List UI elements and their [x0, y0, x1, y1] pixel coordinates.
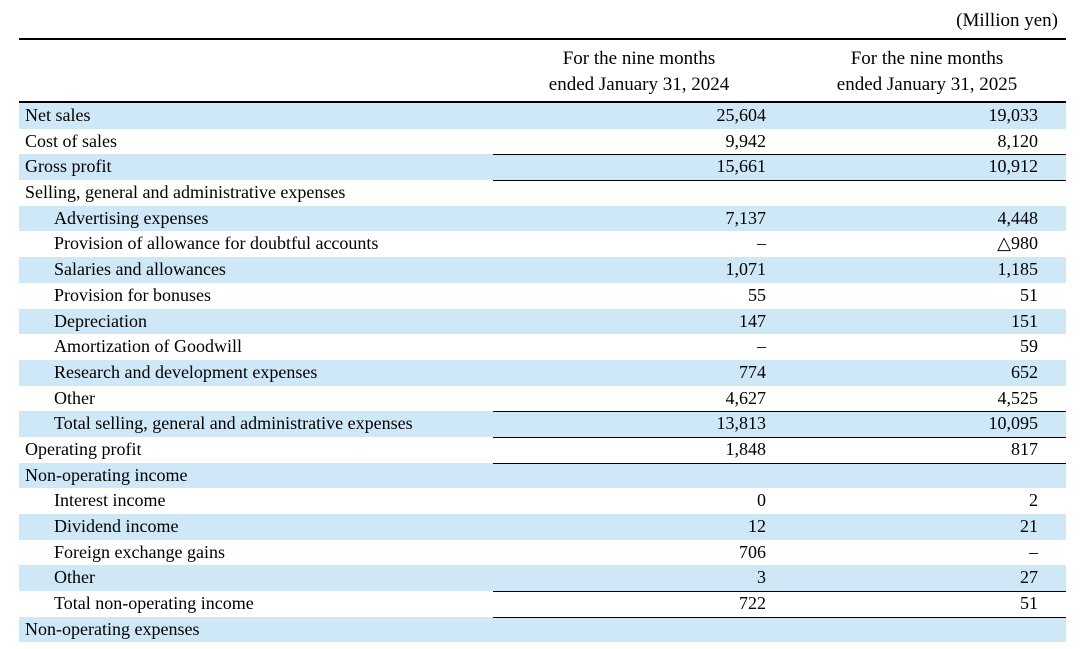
row-label: Research and development expenses: [54, 361, 318, 382]
table-row: Selling, general and administrative expe…: [19, 180, 1066, 206]
table-row: Interest income 0 2: [19, 488, 1066, 514]
value-2025: –: [1029, 541, 1038, 562]
row-label: Amortization of Goodwill: [54, 336, 242, 357]
table-row: Amortization of Goodwill – 59: [19, 334, 1066, 360]
value-2024: 0: [757, 490, 766, 511]
row-label: Other: [54, 567, 95, 588]
row-label: Foreign exchange gains: [54, 541, 225, 562]
value-2024: 1,071: [725, 259, 767, 280]
value-2025: △980: [997, 233, 1038, 254]
row-label: Dividend income: [54, 516, 179, 536]
column-header-2025: For the nine months ended January 31, 20…: [797, 46, 1057, 98]
table-row: Operating profit 1,848 817: [19, 436, 1066, 463]
value-2024: 55: [748, 284, 766, 305]
income-statement-table: Net sales 25,604 19,033 Cost of sales 9,942 8…: [19, 103, 1066, 643]
column-header-line2: ended January 31, 2025: [836, 74, 1018, 95]
value-2025: 51: [1020, 284, 1038, 305]
value-2025: 10,912: [988, 156, 1039, 177]
value-2024: 706: [739, 541, 766, 562]
value-2024: 12: [748, 516, 766, 536]
value-2025: 59: [1020, 336, 1038, 357]
table-row: Provision of allowance for doubtful acco…: [19, 231, 1066, 257]
value-2024: 7,137: [725, 207, 767, 228]
value-2024: 1,848: [725, 438, 767, 459]
table-row: Non-operating income: [19, 462, 1066, 489]
row-label: Net sales: [25, 105, 91, 125]
value-2025: 21: [1020, 516, 1038, 536]
table-row: Net sales 25,604 19,033: [19, 103, 1066, 129]
table-row: Total selling, general and administrativ…: [19, 411, 1066, 437]
value-2024: 15,661: [716, 156, 767, 177]
row-label: Other: [54, 387, 95, 408]
value-2025: 51: [1020, 593, 1038, 614]
value-2025: 4,448: [997, 207, 1039, 228]
table-row: Foreign exchange gains 706 –: [19, 540, 1066, 566]
table-row: Dividend income 12 21: [19, 514, 1066, 540]
value-2025: 8,120: [997, 130, 1039, 151]
value-2025: 19,033: [988, 105, 1039, 125]
row-label: Total non-operating income: [54, 593, 254, 614]
unit-label: (Million yen): [956, 10, 1058, 31]
table-row: Other 3 27: [19, 565, 1066, 592]
value-2024: –: [757, 336, 766, 357]
table-row: Other 4,627 4,525: [19, 386, 1066, 412]
row-label: Non-operating expenses: [25, 618, 200, 639]
row-label: Advertising expenses: [54, 207, 209, 228]
value-2025: 652: [1011, 361, 1038, 382]
value-2025: 1,185: [997, 259, 1039, 280]
table-row: Cost of sales 9,942 8,120: [19, 129, 1066, 155]
row-label: Operating profit: [25, 438, 142, 459]
row-label: Provision of allowance for doubtful acco…: [54, 233, 379, 254]
row-label: Interest income: [54, 490, 166, 511]
header-rule: [19, 101, 1066, 103]
value-2025: 817: [1011, 438, 1038, 459]
value-2025: 151: [1011, 310, 1038, 331]
column-header-line2: ended January 31, 2024: [548, 74, 730, 95]
value-2024: 147: [739, 310, 766, 331]
top-rule: [19, 38, 1066, 40]
table-row: Total non-operating income 722 51: [19, 591, 1066, 617]
value-2024: 3: [757, 567, 766, 588]
table-row: Advertising expenses 7,137 4,448: [19, 205, 1066, 232]
row-label: Non-operating income: [25, 464, 188, 485]
table-row: Research and development expenses 774 652: [19, 359, 1066, 386]
value-2024: –: [757, 233, 766, 254]
table-row: Depreciation 147 151: [19, 308, 1066, 335]
row-label: Depreciation: [54, 310, 147, 331]
row-label: Total selling, general and administrativ…: [54, 413, 413, 434]
row-label: Provision for bonuses: [54, 284, 211, 305]
column-header-line1: For the nine months: [562, 48, 716, 69]
value-2024: 4,627: [725, 387, 767, 408]
value-2025: 2: [1029, 490, 1038, 511]
table-row: Provision for bonuses 55 51: [19, 283, 1066, 309]
row-label: Salaries and allowances: [54, 259, 226, 280]
value-2025: 4,525: [997, 387, 1039, 408]
table-row: Non-operating expenses: [19, 616, 1066, 643]
row-label: Gross profit: [25, 156, 112, 177]
row-label: Selling, general and administrative expe…: [25, 182, 346, 203]
value-2024: 722: [739, 593, 766, 614]
table-row: Salaries and allowances 1,071 1,185: [19, 257, 1066, 283]
column-header-line1: For the nine months: [850, 48, 1004, 69]
table-row: Gross profit 15,661 10,912: [19, 154, 1066, 181]
value-2025: 10,095: [988, 413, 1039, 434]
column-header-2024: For the nine months ended January 31, 20…: [509, 46, 769, 98]
value-2024: 25,604: [716, 105, 767, 125]
value-2024: 13,813: [716, 413, 767, 434]
value-2024: 774: [739, 361, 766, 382]
value-2024: 9,942: [725, 130, 767, 151]
value-2025: 27: [1020, 567, 1038, 588]
row-label: Cost of sales: [25, 130, 117, 151]
